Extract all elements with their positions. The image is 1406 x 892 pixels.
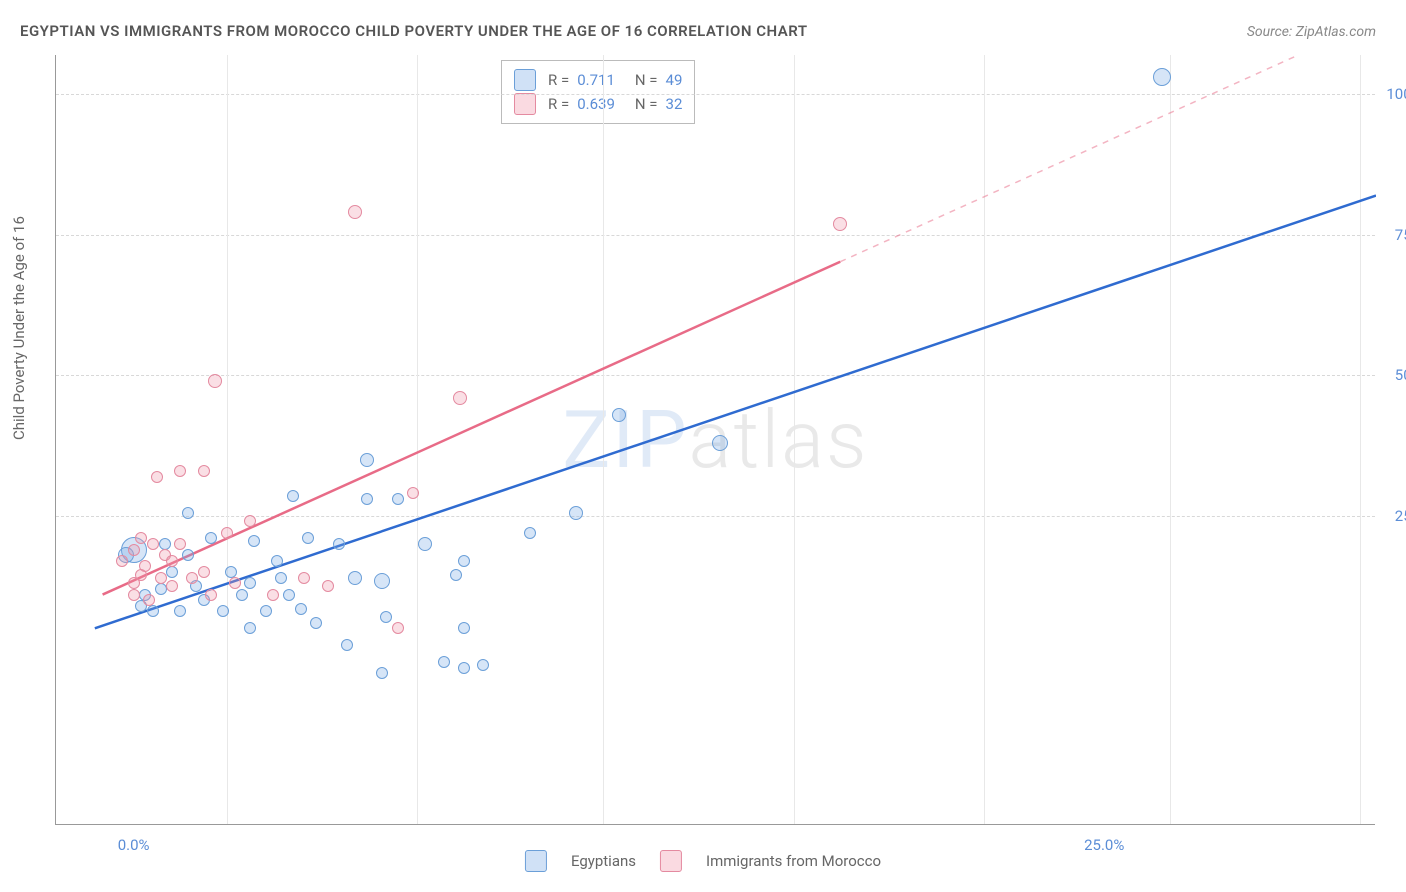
- data-point: [450, 569, 462, 581]
- data-point: [225, 566, 237, 578]
- source-label: Source: ZipAtlas.com: [1247, 24, 1376, 40]
- data-point: [833, 217, 847, 231]
- data-point: [310, 617, 322, 629]
- y-tick-label: 25.0%: [1395, 507, 1406, 525]
- data-point: [217, 605, 229, 617]
- data-point: [236, 589, 248, 601]
- data-point: [612, 408, 626, 422]
- data-point: [271, 555, 283, 567]
- data-point: [198, 465, 210, 477]
- data-point: [376, 667, 388, 679]
- data-point: [341, 639, 353, 651]
- data-point: [438, 656, 450, 668]
- data-point: [151, 471, 163, 483]
- y-tick-label: 100.0%: [1386, 85, 1406, 103]
- data-point: [348, 571, 362, 585]
- legend-label-egyptians: Egyptians: [571, 852, 636, 870]
- x-tick-label: 25.0%: [1084, 836, 1124, 854]
- data-point: [229, 577, 241, 589]
- y-tick-label: 50.0%: [1395, 366, 1406, 384]
- data-point: [477, 659, 489, 671]
- data-point: [166, 580, 178, 592]
- data-point: [221, 527, 233, 539]
- data-point: [186, 572, 198, 584]
- data-point: [1153, 68, 1171, 86]
- data-point: [166, 566, 178, 578]
- series-legend: Egyptians Immigrants from Morocco: [525, 850, 881, 872]
- data-point: [147, 605, 159, 617]
- plot-area: ZIPatlas R = 0.711 N = 49 R = 0.639 N = …: [55, 55, 1375, 825]
- chart-container: EGYPTIAN VS IMMIGRANTS FROM MOROCCO CHIL…: [0, 0, 1406, 892]
- x-tick-label: 0.0%: [118, 836, 150, 854]
- data-point: [198, 566, 210, 578]
- data-point: [155, 583, 167, 595]
- data-point: [458, 662, 470, 674]
- data-point: [182, 507, 194, 519]
- data-point: [116, 555, 128, 567]
- data-point: [135, 532, 147, 544]
- data-point: [174, 538, 186, 550]
- data-point: [407, 487, 419, 499]
- data-point: [360, 453, 374, 467]
- data-point: [295, 603, 307, 615]
- data-point: [453, 391, 467, 405]
- data-point: [128, 577, 140, 589]
- data-point: [418, 537, 432, 551]
- y-axis-label: Child Poverty Under the Age of 16: [10, 216, 28, 440]
- data-point: [174, 465, 186, 477]
- data-point: [155, 572, 167, 584]
- data-point: [244, 577, 256, 589]
- data-point: [208, 374, 222, 388]
- data-point: [380, 611, 392, 623]
- data-point: [166, 555, 178, 567]
- data-point: [205, 532, 217, 544]
- data-point: [275, 572, 287, 584]
- data-point: [283, 589, 295, 601]
- data-point: [302, 532, 314, 544]
- data-point: [361, 493, 373, 505]
- data-point: [147, 538, 159, 550]
- data-point: [205, 589, 217, 601]
- data-point: [174, 605, 186, 617]
- legend-swatch-egyptians: [525, 850, 547, 872]
- data-point: [712, 435, 728, 451]
- data-point: [392, 493, 404, 505]
- data-point: [392, 622, 404, 634]
- data-point: [322, 580, 334, 592]
- data-point: [248, 535, 260, 547]
- data-point: [128, 544, 140, 556]
- data-point: [182, 549, 194, 561]
- data-point: [267, 589, 279, 601]
- legend-swatch-morocco: [660, 850, 682, 872]
- data-point: [298, 572, 310, 584]
- y-tick-label: 75.0%: [1395, 226, 1406, 244]
- data-point: [348, 205, 362, 219]
- chart-title: EGYPTIAN VS IMMIGRANTS FROM MOROCCO CHIL…: [20, 22, 808, 40]
- data-point: [260, 605, 272, 617]
- legend-label-morocco: Immigrants from Morocco: [706, 852, 881, 870]
- data-point: [159, 538, 171, 550]
- data-point: [128, 589, 140, 601]
- data-point: [374, 573, 390, 589]
- data-point: [524, 527, 536, 539]
- data-point: [458, 622, 470, 634]
- data-point: [569, 506, 583, 520]
- data-point: [244, 515, 256, 527]
- data-point: [244, 622, 256, 634]
- data-point: [143, 594, 155, 606]
- data-point: [458, 555, 470, 567]
- data-point: [287, 490, 299, 502]
- data-point: [333, 538, 345, 550]
